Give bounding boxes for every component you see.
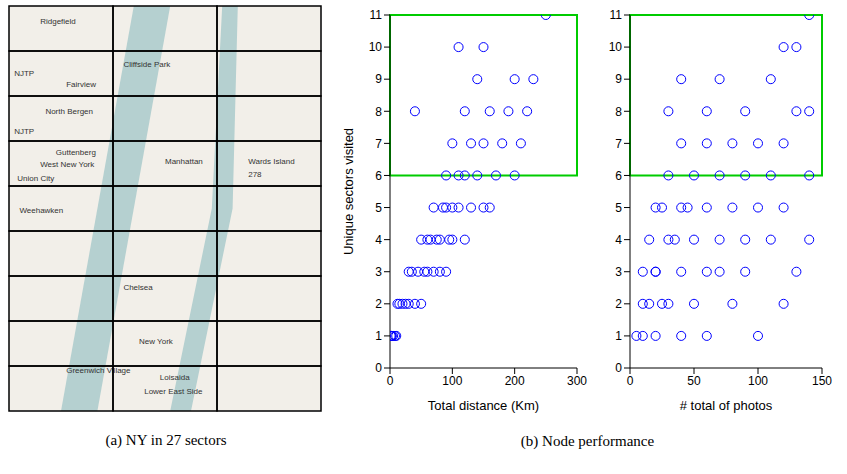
svg-text:7: 7: [615, 137, 622, 151]
svg-text:150: 150: [812, 374, 832, 388]
svg-text:Loisaida: Loisaida: [160, 373, 190, 382]
svg-text:100: 100: [442, 374, 462, 388]
svg-text:4: 4: [375, 233, 382, 247]
svg-text:North Bergen: North Bergen: [45, 107, 93, 116]
svg-text:300: 300: [567, 374, 587, 388]
svg-text:5: 5: [615, 201, 622, 215]
svg-text:10: 10: [609, 40, 623, 54]
svg-text:Unique sectors visited: Unique sectors visited: [341, 128, 356, 255]
svg-text:9: 9: [375, 72, 382, 86]
svg-text:2: 2: [375, 297, 382, 311]
svg-text:9: 9: [615, 72, 622, 86]
svg-text:100: 100: [748, 374, 768, 388]
svg-text:10: 10: [369, 40, 383, 54]
html-text:(b) Node performance: (b) Node performance: [520, 433, 655, 449]
svg-text:11: 11: [610, 8, 623, 22]
svg-text:0: 0: [387, 374, 394, 388]
svg-text:NJTP: NJTP: [14, 127, 34, 136]
svg-text:1: 1: [375, 329, 382, 343]
svg-text:# total of photos: # total of photos: [680, 398, 773, 413]
svg-text:4: 4: [615, 233, 622, 247]
svg-text:Guttenberg: Guttenberg: [56, 148, 96, 157]
svg-text:0: 0: [615, 361, 622, 375]
svg-text:50: 50: [687, 374, 701, 388]
svg-text:0: 0: [627, 374, 634, 388]
svg-text:Fairview: Fairview: [66, 80, 96, 89]
svg-text:Manhattan: Manhattan: [165, 157, 203, 166]
svg-text:Chelsea: Chelsea: [123, 283, 153, 292]
svg-text:6: 6: [615, 169, 622, 183]
svg-text:3: 3: [615, 265, 622, 279]
svg-text:Total distance (Km): Total distance (Km): [428, 398, 539, 413]
html-text:(a) NY in 27 sectors: (a) NY in 27 sectors: [105, 432, 227, 448]
svg-text:8: 8: [375, 105, 382, 119]
svg-text:Lower East Side: Lower East Side: [144, 387, 203, 396]
svg-text:Ridgefield: Ridgefield: [40, 17, 76, 26]
svg-text:Wards Island: Wards Island: [248, 157, 294, 166]
svg-text:3: 3: [375, 265, 382, 279]
svg-text:Greenwich Village: Greenwich Village: [66, 366, 131, 375]
svg-text:200: 200: [505, 374, 525, 388]
svg-text:6: 6: [375, 169, 382, 183]
svg-text:8: 8: [615, 105, 622, 119]
svg-text:5: 5: [375, 201, 382, 215]
svg-text:New York: New York: [139, 337, 174, 346]
svg-text:1: 1: [615, 329, 622, 343]
svg-text:West New York: West New York: [40, 160, 95, 169]
svg-text:7: 7: [375, 137, 382, 151]
svg-text:278: 278: [248, 170, 262, 179]
svg-text:Weehawken: Weehawken: [19, 206, 63, 215]
svg-text:2: 2: [615, 297, 622, 311]
svg-text:0: 0: [375, 361, 382, 375]
svg-text:11: 11: [370, 8, 383, 22]
svg-text:Union City: Union City: [17, 174, 54, 183]
svg-text:NJTP: NJTP: [14, 69, 34, 78]
svg-text:Cliffside Park: Cliffside Park: [123, 60, 171, 69]
